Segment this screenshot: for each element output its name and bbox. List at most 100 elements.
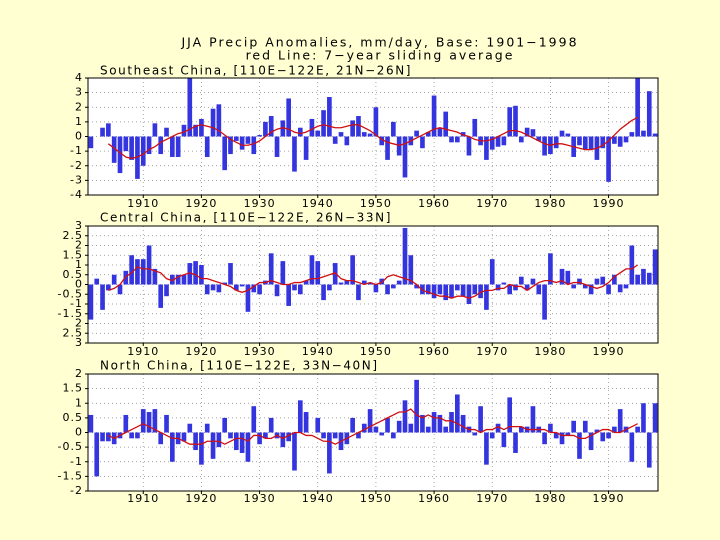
bar [472, 118, 478, 137]
bar [315, 417, 321, 433]
bar [228, 136, 233, 155]
bar [286, 284, 291, 306]
bar [524, 127, 530, 137]
y-tick-label: -1 [70, 144, 83, 157]
bar [344, 136, 350, 146]
bar [263, 432, 268, 439]
bar [466, 284, 472, 304]
bar [123, 136, 129, 152]
y-tick-label: 1 [75, 115, 83, 128]
bar [629, 245, 635, 285]
y-tick-label: 0 [75, 426, 83, 439]
bar [443, 426, 449, 433]
bar [606, 284, 611, 295]
x-tick-label: 1920 [185, 345, 217, 358]
y-tick-label: 1 [75, 258, 83, 271]
bar [216, 432, 222, 448]
y-tick-label: 0.5 [63, 268, 84, 281]
bar [280, 432, 286, 448]
y-tick-label: -0.5 [58, 287, 83, 300]
bar [292, 136, 297, 172]
bar [356, 432, 361, 439]
bar [646, 432, 652, 468]
bar [379, 432, 385, 436]
bar [489, 259, 495, 285]
y-tick-label: -1 [70, 297, 83, 310]
bar [507, 397, 513, 433]
bar [303, 412, 309, 433]
bar [350, 120, 355, 137]
bar [164, 414, 169, 433]
bar [635, 78, 640, 137]
bar [199, 118, 204, 137]
bar [268, 253, 274, 285]
bar [548, 253, 553, 285]
y-tick-label: 0.5 [63, 411, 84, 424]
bar [600, 432, 606, 442]
sliding-average-line [108, 408, 638, 445]
bar [367, 409, 373, 433]
bar [274, 136, 280, 157]
bar [612, 426, 617, 433]
bar [600, 276, 606, 285]
bar [385, 417, 390, 433]
bar [484, 136, 489, 160]
x-tick-label: 1990 [593, 492, 625, 505]
x-tick-label: 1910 [127, 345, 159, 358]
bar [484, 284, 489, 310]
bar [617, 284, 623, 293]
y-tick-label: -4 [70, 188, 83, 201]
bar [629, 432, 635, 462]
bar [396, 280, 402, 285]
bar [274, 284, 280, 297]
bar [513, 105, 518, 137]
y-tick-label: 2.5 [63, 229, 84, 242]
bar [146, 412, 152, 433]
bar [449, 412, 454, 433]
bar [309, 118, 315, 137]
bar [94, 432, 100, 477]
bar [588, 284, 594, 295]
y-tick-label: 2.5 [63, 326, 84, 339]
bar [513, 432, 518, 453]
bar [594, 278, 600, 285]
main-title: JJA Precip Anomalies, mm/day, Base: 1901… [180, 35, 578, 50]
bar [478, 406, 483, 433]
x-tick-label: 1920 [185, 197, 217, 210]
bar [100, 127, 105, 137]
bar [187, 78, 193, 137]
sliding-average-line [107, 116, 638, 160]
y-tick-label: 2 [75, 317, 83, 330]
bar [635, 426, 640, 433]
bar [286, 98, 291, 137]
bar [251, 136, 257, 155]
bar [495, 136, 501, 147]
bar [559, 130, 565, 137]
bar [321, 432, 326, 439]
bar [175, 274, 181, 285]
bar [518, 426, 524, 433]
bar [216, 284, 222, 293]
bar [402, 400, 408, 433]
bar [251, 406, 257, 433]
bar [571, 284, 576, 289]
bar [210, 432, 216, 459]
bar [420, 284, 425, 295]
panel-title: Central China, [110E−122E, 26N−33N] [100, 211, 392, 225]
y-tick-label: 3 [75, 86, 83, 99]
x-tick-label: 1970 [476, 492, 508, 505]
plot-frame [87, 373, 659, 492]
y-tick-label: -3 [70, 173, 83, 186]
bar [286, 432, 291, 442]
bar [559, 432, 565, 445]
bar [542, 284, 547, 320]
bar [245, 432, 251, 462]
x-tick-label: 1930 [244, 345, 276, 358]
bar [361, 132, 367, 137]
bar [582, 420, 588, 433]
bar [88, 284, 94, 320]
bar [158, 284, 164, 308]
bar [356, 284, 361, 301]
bar [571, 420, 576, 433]
